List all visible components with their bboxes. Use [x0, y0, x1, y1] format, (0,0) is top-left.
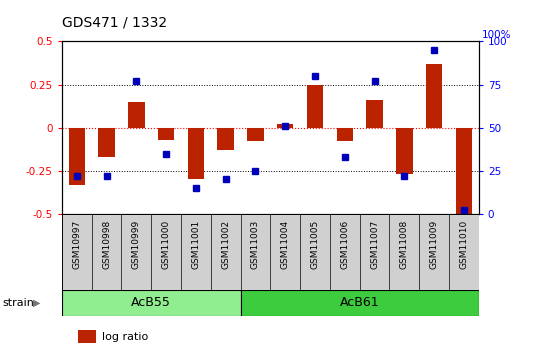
Text: strain: strain: [3, 298, 34, 308]
Text: 100%: 100%: [482, 30, 511, 40]
Text: GSM11007: GSM11007: [370, 220, 379, 269]
Text: GSM10998: GSM10998: [102, 220, 111, 269]
Text: GSM11008: GSM11008: [400, 220, 409, 269]
Bar: [240, 290, 479, 316]
Text: GSM11005: GSM11005: [310, 220, 320, 269]
Bar: [188, 128, 204, 179]
Text: ▶: ▶: [33, 298, 40, 308]
Text: GDS471 / 1332: GDS471 / 1332: [62, 15, 167, 29]
Text: GSM10999: GSM10999: [132, 220, 141, 269]
Text: GSM11002: GSM11002: [221, 220, 230, 269]
Bar: [456, 128, 472, 214]
Text: GSM10997: GSM10997: [72, 220, 81, 269]
Text: GSM11000: GSM11000: [161, 220, 171, 269]
Text: GSM11006: GSM11006: [341, 220, 349, 269]
Text: GSM11010: GSM11010: [459, 220, 469, 269]
Bar: [366, 100, 383, 128]
Text: AcB55: AcB55: [131, 296, 171, 309]
Text: GSM11009: GSM11009: [430, 220, 438, 269]
Bar: [62, 290, 240, 316]
Text: GSM11001: GSM11001: [192, 220, 200, 269]
Bar: [68, 128, 85, 185]
Text: GSM11003: GSM11003: [251, 220, 260, 269]
Bar: [396, 128, 413, 174]
Bar: [337, 128, 353, 141]
Text: log ratio: log ratio: [102, 332, 148, 342]
Bar: [277, 124, 293, 128]
Bar: [247, 128, 264, 141]
Bar: [98, 128, 115, 157]
Bar: [128, 102, 145, 128]
Bar: [217, 128, 234, 150]
Text: GSM11004: GSM11004: [281, 220, 290, 269]
Bar: [78, 330, 96, 343]
Bar: [307, 85, 323, 128]
Text: AcB61: AcB61: [340, 296, 379, 309]
Bar: [426, 64, 442, 128]
Bar: [158, 128, 174, 140]
